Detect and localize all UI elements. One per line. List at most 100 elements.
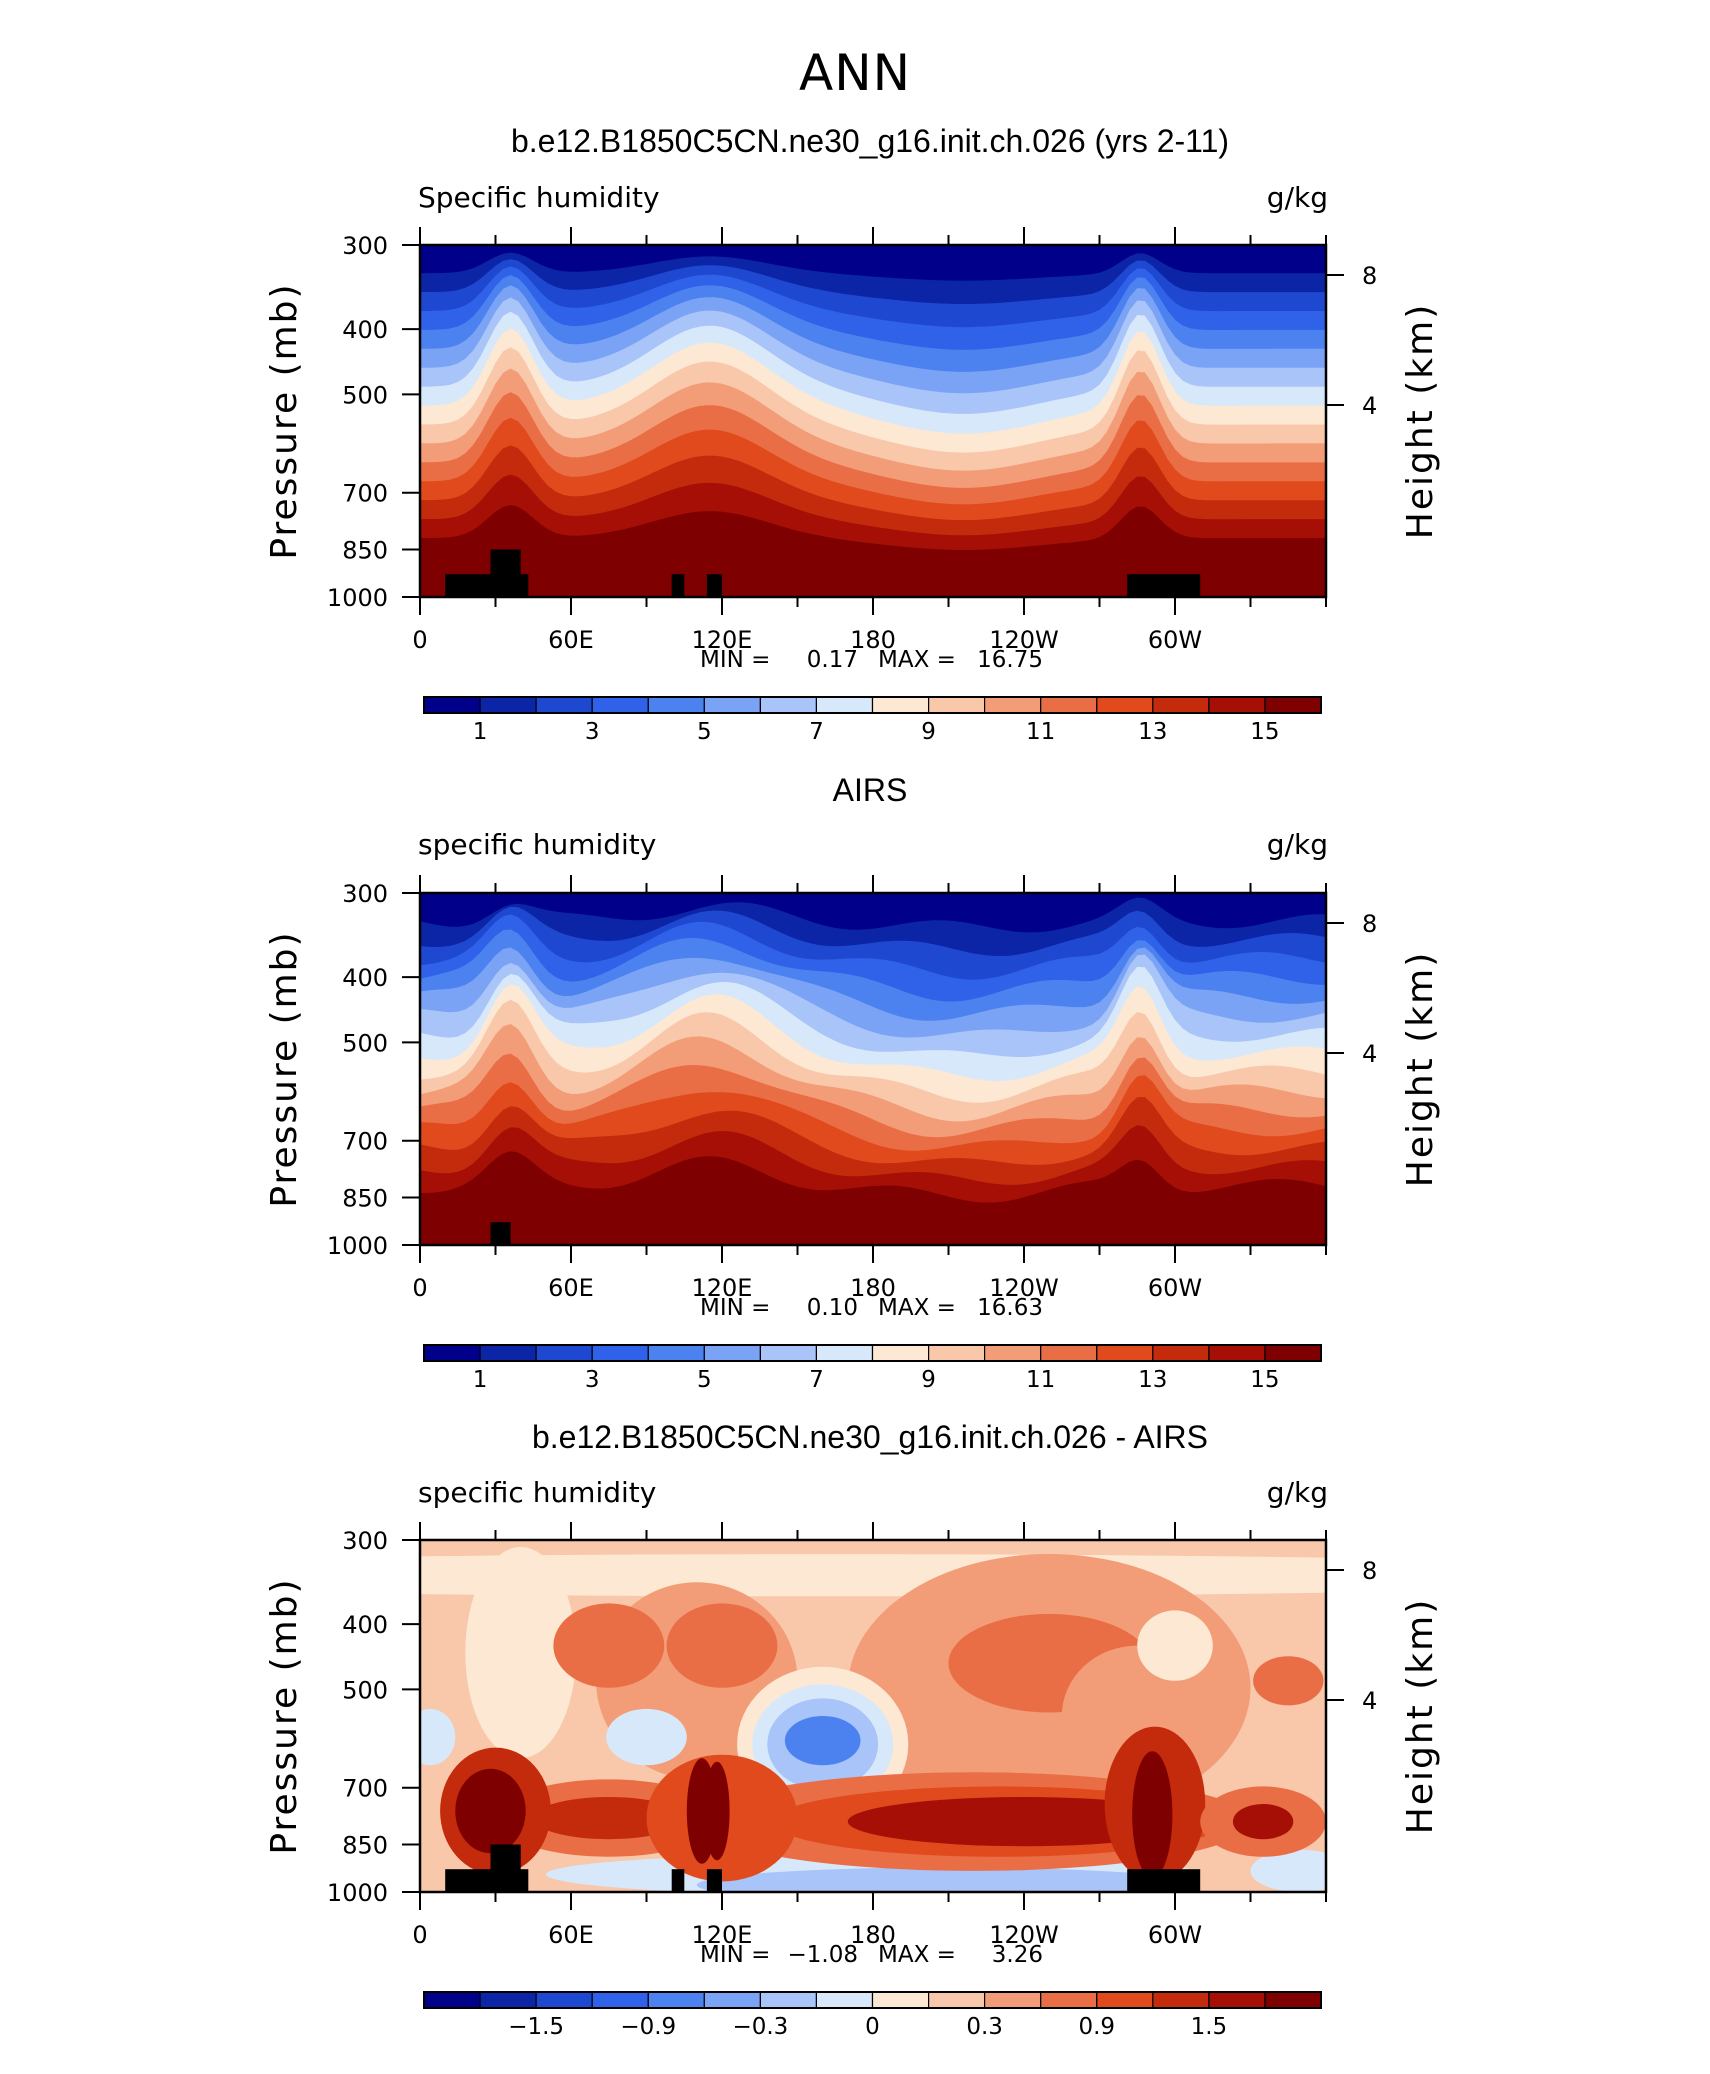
y-right-axis-title: Height (km)	[1400, 1598, 1441, 1834]
y-tick-label: 1000	[327, 584, 388, 612]
y-axis-title: Pressure (mb)	[264, 1577, 305, 1854]
colorbar-label: 0.3	[966, 2014, 1003, 2040]
y-right-tick-label: 4	[1362, 1040, 1377, 1068]
x-tick-label: 60E	[548, 1274, 594, 1302]
colorbar-label: 15	[1250, 719, 1279, 745]
contour-blob	[666, 1603, 778, 1688]
contour-blob	[784, 1716, 861, 1766]
x-tick-label: 0	[412, 1921, 427, 1949]
y-tick-label: 850	[342, 536, 388, 564]
y-tick-label: 300	[342, 880, 388, 908]
colorbar-label: 3	[585, 719, 600, 745]
contour-blob	[465, 1547, 577, 1759]
contour-blob	[1232, 1804, 1294, 1840]
contour-field	[420, 1540, 1326, 1892]
colorbar-swatch	[535, 696, 593, 714]
x-tick-label: 0	[412, 1274, 427, 1302]
colorbar-swatch	[983, 696, 1042, 714]
colorbar-swatch	[1152, 1344, 1210, 1362]
colorbar-label: 5	[697, 1367, 712, 1393]
contour-band	[420, 505, 1326, 597]
colorbar-swatch	[1152, 696, 1210, 714]
colorbar-swatch	[647, 1344, 705, 1362]
topography-mask	[1127, 574, 1201, 597]
y-tick-label: 850	[342, 1184, 388, 1212]
y-tick-label: 850	[342, 1831, 388, 1859]
colorbar-swatch	[479, 1991, 537, 2009]
y-tick-label: 300	[342, 1527, 388, 1555]
colorbar-swatch	[591, 696, 649, 714]
colorbar-swatch	[1208, 1344, 1266, 1362]
contour-field	[420, 245, 1326, 597]
topography-mask	[490, 549, 521, 597]
colorbar-swatch	[1152, 1991, 1210, 2009]
contour-blob	[1132, 1751, 1173, 1878]
panel-2: AIRS specific humidity g/kg 0 60E 120E 180 120W…	[264, 772, 1441, 1393]
topography-mask	[490, 1844, 521, 1892]
contour-band	[420, 1151, 1326, 1245]
contour-blob	[420, 1708, 456, 1766]
y-tick-label: 700	[342, 1775, 388, 1803]
topography-mask	[706, 1869, 722, 1892]
x-tick-label: 120E	[692, 626, 753, 654]
colorbar-label: 1.5	[1191, 2014, 1228, 2040]
y-tick-label: 300	[342, 232, 388, 260]
colorbar-frame	[423, 1344, 1322, 1362]
y-tick-label: 1000	[327, 1232, 388, 1260]
colorbar-swatch	[1040, 1344, 1098, 1362]
x-tick-label: 180	[850, 1274, 896, 1302]
colorbar-swatch	[759, 1344, 818, 1362]
colorbar-swatch	[815, 1344, 874, 1362]
x-tick-label: 180	[850, 626, 896, 654]
max-value: 16.75	[977, 647, 1043, 673]
colorbar-label: 9	[921, 719, 936, 745]
colorbar-swatch	[591, 1344, 649, 1362]
colorbar-swatch	[759, 696, 818, 714]
x-tick-label: 120W	[989, 626, 1059, 654]
colorbar-swatch	[871, 1991, 930, 2009]
colorbar-frame	[423, 1991, 1322, 2009]
colorbar-label: 11	[1026, 719, 1055, 745]
colorbar-swatch	[815, 696, 874, 714]
topography-mask	[1127, 1869, 1201, 1892]
y-right-axis-title: Height (km)	[1400, 951, 1441, 1187]
colorbar-label: 1	[473, 719, 488, 745]
colorbar-label: 0.9	[1078, 2014, 1115, 2040]
max-label: MAX =	[878, 1942, 956, 1968]
colorbar-swatch	[1096, 1991, 1154, 2009]
colorbar-label: 13	[1138, 719, 1167, 745]
colorbar-swatch	[423, 1991, 481, 2009]
variable-label: Specific humidity	[418, 181, 660, 214]
contour-blob	[704, 1761, 730, 1861]
contour-blob	[606, 1708, 687, 1766]
panel-title: AIRS	[833, 772, 908, 808]
contour-field	[420, 893, 1326, 1245]
colorbar-swatch	[703, 1991, 761, 2009]
units-label: g/kg	[1267, 1476, 1328, 1509]
colorbar-swatch	[759, 1991, 818, 2009]
contour-blob	[1253, 1656, 1324, 1706]
y-right-tick-label: 8	[1362, 1557, 1377, 1585]
x-tick-label: 120E	[692, 1921, 753, 1949]
colorbar-swatch	[591, 1991, 649, 2009]
y-tick-label: 1000	[327, 1879, 388, 1907]
max-value: 3.26	[992, 1942, 1043, 1968]
y-tick-label: 500	[342, 381, 388, 409]
min-value: 0.10	[807, 1295, 858, 1321]
colorbar-swatch	[871, 696, 930, 714]
y-tick-label: 400	[342, 1611, 388, 1639]
y-tick-label: 700	[342, 1128, 388, 1156]
colorbar-frame	[423, 696, 1322, 714]
colorbar-swatch	[703, 1344, 761, 1362]
y-tick-label: 700	[342, 480, 388, 508]
colorbar-swatch	[983, 1344, 1042, 1362]
colorbar-label: 9	[921, 1367, 936, 1393]
colorbar-swatch	[871, 1344, 930, 1362]
x-tick-label: 60W	[1148, 1274, 1202, 1302]
contour-blob	[553, 1603, 665, 1688]
x-tick-label: 0	[412, 626, 427, 654]
colorbar-swatch	[927, 1991, 986, 2009]
x-tick-label: 120E	[692, 1274, 753, 1302]
x-tick-label: 60W	[1148, 626, 1202, 654]
